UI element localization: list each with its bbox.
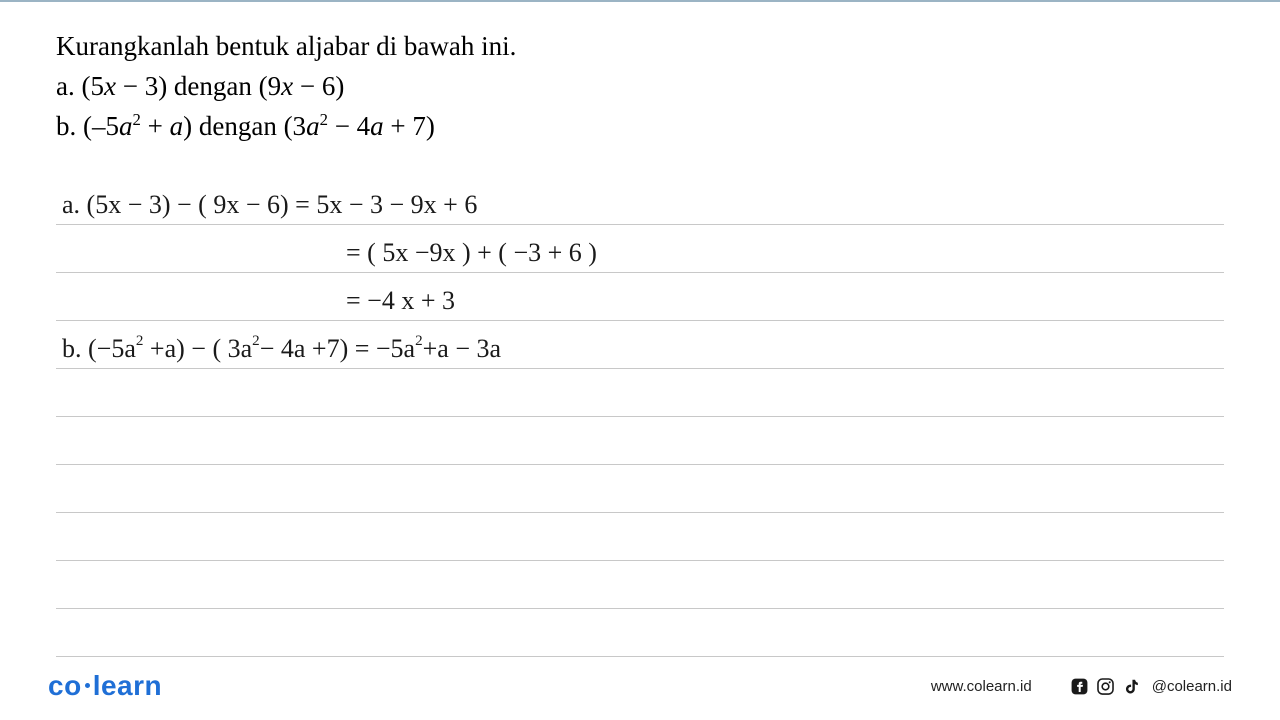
footer-right: www.colearn.id @colearn.id (931, 676, 1232, 696)
text-fragment: − 4 (328, 111, 370, 141)
text-fragment: +a) − ( 3a (143, 334, 252, 363)
notebook-row: b. (−5a2 +a) − ( 3a2− 4a +7) = −5a2+a − … (56, 321, 1224, 369)
notebook-row: a. (5x − 3) − ( 9x − 6) = 5x − 3 − 9x + … (56, 177, 1224, 225)
text-fragment: − 6) (293, 71, 344, 101)
text-fragment: − 3) dengan (9 (116, 71, 281, 101)
var: x (104, 71, 116, 101)
text-fragment: a. (5 (56, 71, 104, 101)
top-border (0, 0, 1280, 2)
problem-statement: Kurangkanlah bentuk aljabar di bawah ini… (56, 28, 1224, 145)
notebook-row (56, 609, 1224, 657)
text-fragment: b. (−5a (62, 334, 136, 363)
text-fragment: − 4a +7) = −5a (260, 334, 415, 363)
handwritten-line-a1: a. (5x − 3) − ( 9x − 6) = 5x − 3 − 9x + … (62, 192, 477, 218)
notebook-row (56, 465, 1224, 513)
notebook-area: a. (5x − 3) − ( 9x − 6) = 5x − 3 − 9x + … (56, 177, 1224, 657)
tiktok-icon (1122, 676, 1142, 696)
problem-item-b: b. (–5a2 + a) dengan (3a2 − 4a + 7) (56, 108, 1224, 146)
instagram-icon (1096, 676, 1116, 696)
superscript: 2 (136, 333, 144, 349)
logo-text-right: learn (93, 670, 162, 701)
content-area: Kurangkanlah bentuk aljabar di bawah ini… (0, 0, 1280, 657)
brand-logo: colearn (48, 670, 162, 702)
superscript: 2 (252, 333, 260, 349)
handwritten-line-b1: b. (−5a2 +a) − ( 3a2− 4a +7) = −5a2+a − … (62, 336, 501, 362)
superscript: 2 (133, 110, 141, 129)
notebook-row (56, 369, 1224, 417)
logo-dot-icon (85, 683, 90, 688)
notebook-row (56, 561, 1224, 609)
text-fragment: +a − 3a (423, 334, 501, 363)
var: a (306, 111, 320, 141)
superscript: 2 (415, 333, 423, 349)
facebook-icon (1070, 676, 1090, 696)
text-fragment: + 7) (384, 111, 435, 141)
text-fragment: b. (–5 (56, 111, 119, 141)
notebook-row (56, 417, 1224, 465)
social-icons (1070, 676, 1142, 696)
social-handle: @colearn.id (1152, 678, 1232, 695)
problem-title: Kurangkanlah bentuk aljabar di bawah ini… (56, 28, 1224, 66)
footer: colearn www.colearn.id @colearn.id (0, 670, 1280, 702)
var: a (170, 111, 184, 141)
notebook-row: = ( 5x −9x ) + ( −3 + 6 ) (56, 225, 1224, 273)
var: x (281, 71, 293, 101)
superscript: 2 (320, 110, 328, 129)
notebook-row: = −4 x + 3 (56, 273, 1224, 321)
text-fragment: ) dengan (3 (183, 111, 306, 141)
problem-item-a: a. (5x − 3) dengan (9x − 6) (56, 68, 1224, 106)
text-fragment: + (141, 111, 170, 141)
website-url: www.colearn.id (931, 678, 1032, 695)
handwritten-line-a2: = ( 5x −9x ) + ( −3 + 6 ) (346, 240, 597, 266)
var: a (119, 111, 133, 141)
logo-text-left: co (48, 670, 82, 701)
var: a (370, 111, 384, 141)
handwritten-line-a3: = −4 x + 3 (346, 288, 455, 314)
notebook-row (56, 513, 1224, 561)
